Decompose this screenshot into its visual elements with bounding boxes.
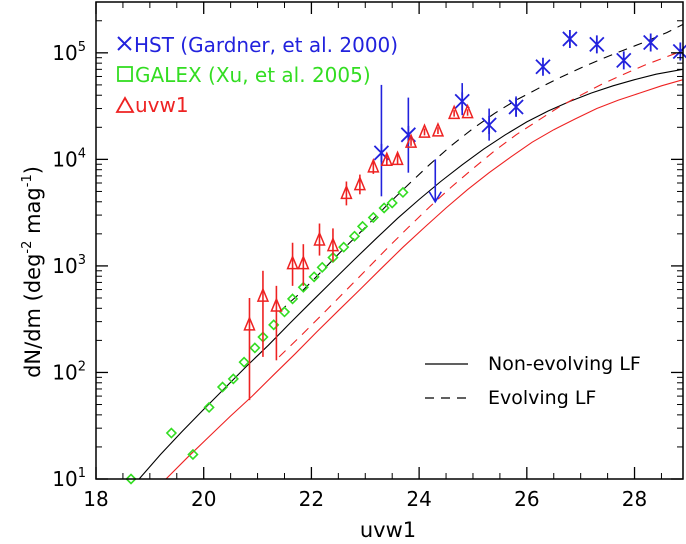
uvw1-point (431, 121, 445, 137)
x-axis-label: uvw1 (360, 518, 416, 542)
marker-legend: HST (Gardner, et al. 2000) GALEX (Xu, et… (115, 33, 398, 117)
y-tick-label: 102 (52, 359, 86, 384)
square-marker-icon (117, 66, 133, 82)
galex-point (297, 281, 309, 293)
galex-point (238, 356, 250, 368)
model-curve-0 (138, 68, 684, 480)
y-axis-label: dN/dm (deg-2 mag-1) (20, 166, 45, 378)
uvw1-point (380, 151, 393, 167)
x-tick-label: 24 (406, 487, 431, 511)
uvw1-point (270, 297, 283, 312)
uvw1-point (340, 184, 353, 200)
uvw1-point (313, 231, 326, 246)
uvw1-point (367, 157, 380, 173)
legend-label-non-evolving: Non-evolving LF (488, 353, 641, 375)
hst-point (481, 116, 497, 135)
hst-point (508, 98, 524, 117)
galex-point (308, 271, 320, 283)
uvw1-point (447, 104, 461, 120)
galex-point (367, 211, 379, 224)
x-tick-label: 20 (191, 487, 216, 511)
galex-point (338, 241, 350, 253)
galex-point (386, 197, 398, 209)
hst-point (589, 35, 605, 54)
x-tick-label: 18 (83, 487, 108, 511)
hst-point (562, 29, 578, 48)
uvw1-point (404, 133, 418, 148)
axis-ticks: 18 20 22 24 26 28 101 102 103 104 105 (52, 1, 683, 511)
y-tick-label: 105 (52, 40, 86, 65)
plot-frame (95, 1, 684, 480)
hst-point (616, 51, 632, 70)
uvw1-point (391, 150, 404, 166)
model-curves (138, 23, 684, 480)
hst-point (535, 57, 551, 76)
x-tick-label: 26 (514, 487, 539, 511)
uvw1-point (256, 287, 270, 302)
x-tick-label: 22 (299, 487, 324, 511)
triangle-marker-icon (115, 96, 135, 113)
galex-point (356, 220, 369, 233)
data-points (125, 29, 686, 485)
legend-entry-galex: GALEX (Xu, et al. 2005) (117, 63, 371, 87)
model-curve-3 (278, 50, 684, 358)
legend-entry-evolving: Evolving LF (425, 387, 596, 409)
galex-point (397, 186, 409, 199)
uvw1-point (243, 315, 256, 331)
model-curve-1 (278, 23, 684, 313)
y-tick-label: 104 (52, 146, 86, 171)
legend-entry-uvw1: uvw1 (115, 93, 189, 117)
galex-point (203, 401, 215, 414)
legend-label-evolving: Evolving LF (488, 387, 596, 409)
uvw1-point (326, 236, 340, 252)
legend-label-hst: HST (Gardner, et al. 2000) (134, 33, 398, 57)
galex-point (286, 293, 299, 305)
x-marker-icon (117, 36, 132, 51)
legend-label-uvw1: uvw1 (135, 93, 189, 117)
uvw1-point (286, 254, 299, 270)
galex-point (125, 473, 137, 485)
legend-entry-non-evolving: Non-evolving LF (425, 353, 641, 375)
uvw1-point (297, 254, 310, 270)
hst-point (643, 33, 659, 52)
model-curve-2 (165, 79, 684, 480)
x-tick-label: 28 (622, 487, 647, 511)
y-tick-label: 101 (52, 466, 86, 491)
galex-point (216, 381, 229, 393)
galex-point (249, 342, 261, 354)
galex-point (378, 202, 390, 214)
galex-point (348, 230, 361, 242)
hst-upper-limit-arrow (428, 159, 442, 204)
uvw1-point (353, 175, 367, 191)
galex-point (187, 448, 199, 461)
galex-point (165, 427, 178, 439)
y-tick-label: 103 (52, 253, 86, 278)
legend-entry-hst: HST (Gardner, et al. 2000) (117, 33, 398, 57)
galex-point (316, 261, 328, 273)
legend-label-galex: GALEX (Xu, et al. 2005) (135, 63, 371, 87)
galex-point (278, 306, 291, 318)
galex-point (227, 373, 239, 385)
line-legend: Non-evolving LF Evolving LF (425, 353, 641, 409)
uvw1-point (418, 123, 431, 138)
galex-point (327, 251, 339, 264)
uvw1-point (461, 103, 474, 119)
